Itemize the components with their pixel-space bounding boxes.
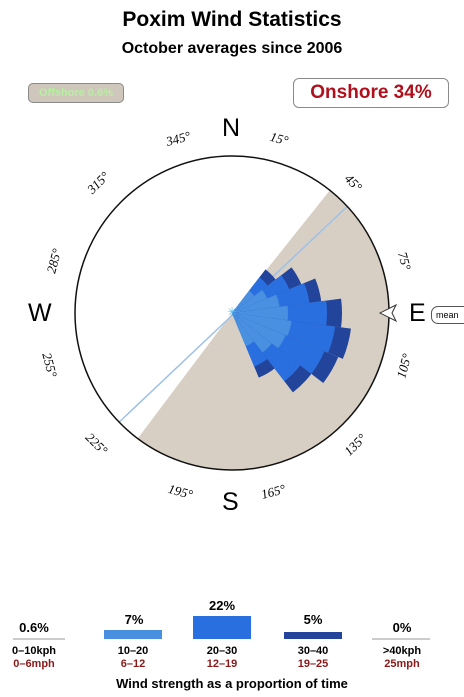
mean-label: mean bbox=[431, 306, 464, 324]
offshore-badge: Offshore 0.6% bbox=[28, 83, 124, 103]
onshore-badge: Onshore 34% bbox=[293, 78, 449, 108]
petal-inner bbox=[232, 313, 292, 336]
legend-swatch-0-10 bbox=[13, 638, 65, 640]
legend-swatch-over-40 bbox=[372, 638, 430, 640]
legend-pct-20-30: 22% bbox=[208, 598, 236, 613]
compass-east: E bbox=[409, 299, 426, 327]
page-title: Poxim Wind Statistics bbox=[122, 8, 342, 31]
legend-swatch-30-40 bbox=[284, 632, 342, 639]
legend-swatch-10-20 bbox=[104, 630, 162, 639]
legend-mph-20-30: 12–19 bbox=[206, 658, 238, 670]
legend-pct-30-40: 5% bbox=[303, 612, 323, 627]
legend-mph-0-10: 0–6mph bbox=[13, 658, 55, 670]
center-marker-icon: ✳ bbox=[227, 305, 237, 319]
petal-inner bbox=[232, 313, 254, 347]
legend-pct-over-40: 0% bbox=[392, 620, 412, 635]
legend-kph-0-10: 0–10kph bbox=[11, 645, 57, 657]
petal-inner bbox=[232, 313, 272, 353]
page-subtitle: October averages since 2006 bbox=[121, 40, 343, 57]
legend-mph-30-40: 19–25 bbox=[297, 658, 329, 670]
petal-inner bbox=[232, 289, 268, 313]
legend-kph-10-20: 10–20 bbox=[117, 645, 149, 657]
legend-kph-30-40: 30–40 bbox=[297, 645, 329, 657]
petal-inner bbox=[232, 294, 280, 313]
compass-south: S bbox=[222, 488, 239, 516]
legend-pct-0-10: 0.6% bbox=[19, 620, 49, 635]
legend-pct-10-20: 7% bbox=[124, 612, 144, 627]
mean-direction-arrow-icon bbox=[378, 303, 398, 323]
legend-kph-over-40: >40kph bbox=[382, 645, 422, 657]
compass-north: N bbox=[222, 114, 241, 142]
legend-kph-20-30: 20–30 bbox=[206, 645, 238, 657]
legend-swatch-20-30 bbox=[193, 616, 251, 639]
petal-inner bbox=[232, 305, 288, 321]
legend-mph-10-20: 6–12 bbox=[120, 658, 146, 670]
legend-caption: Wind strength as a proportion of time bbox=[116, 676, 348, 691]
compass-west: W bbox=[28, 299, 52, 327]
petal-inner bbox=[232, 290, 255, 313]
wind-petals bbox=[232, 267, 351, 393]
legend-mph-over-40: 25mph bbox=[384, 658, 420, 670]
petal-inner bbox=[232, 313, 286, 349]
